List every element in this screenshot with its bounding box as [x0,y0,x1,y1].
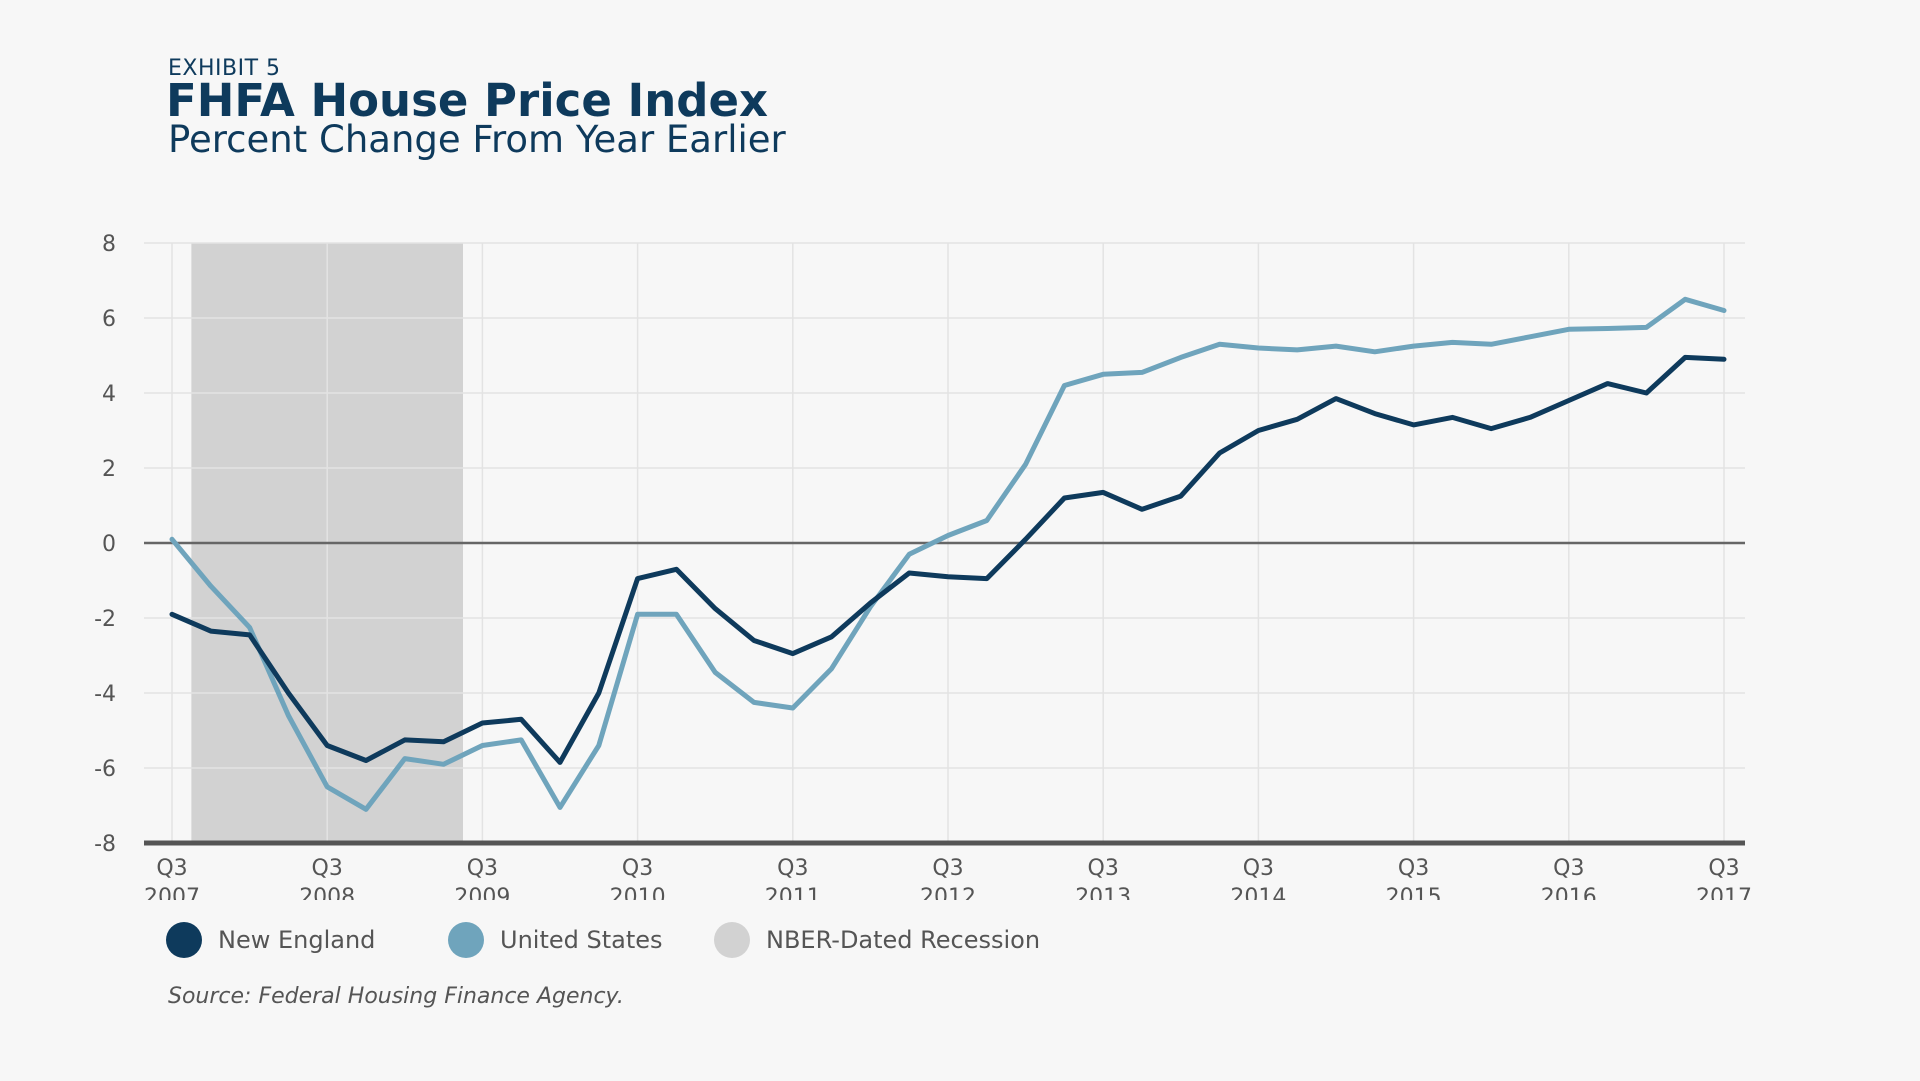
x-tick-quarter: Q3 [932,856,963,881]
x-tick-year: 2015 [1386,885,1442,900]
chart-title: FHFA House Price Index [166,74,769,127]
legend-item-united-states: United States [448,922,663,958]
x-tick-year: 2016 [1541,885,1597,900]
y-tick-label: 4 [102,382,116,407]
y-tick-label: 2 [102,457,116,482]
x-tick-quarter: Q3 [312,856,343,881]
x-tick-year: 2014 [1230,885,1286,900]
source-note: Source: Federal Housing Finance Agency. [168,984,624,1009]
y-tick-label: 6 [102,307,116,332]
x-tick-labels: Q3 2007 Q3 2008 Q3 2009 Q3 2010 Q3 2011 Q3 2012 Q3 20… [144,856,1752,900]
x-tick-quarter: Q3 [777,856,808,881]
legend-swatch-united-states [448,922,484,958]
series-line-new-england [169,354,1727,765]
exhibit-label: EXHIBIT 5 [168,56,281,81]
x-tick-year: 2013 [1075,885,1131,900]
y-tick-label: -4 [94,682,116,707]
x-tick-year: 2012 [920,885,976,900]
x-tick-quarter: Q3 [1708,856,1739,881]
x-tick-year: 2007 [144,885,200,900]
x-tick-quarter: Q3 [467,856,498,881]
x-tick-quarter: Q3 [156,856,187,881]
legend-item-new-england: New England [166,922,375,958]
x-tick-quarter: Q3 [1553,856,1584,881]
legend-item-recession: NBER-Dated Recession [714,922,1040,958]
series-layer [169,296,1727,812]
y-tick-label: -8 [94,832,116,857]
axis-layer [144,541,1745,846]
y-tick-label: 8 [102,232,116,257]
x-tick-year: 2011 [765,885,821,900]
x-tick-year: 2008 [299,885,355,900]
x-tick-year: 2009 [454,885,510,900]
series-line-united-states [169,296,1727,812]
legend-label-recession: NBER-Dated Recession [766,926,1041,954]
y-tick-label: -2 [94,607,116,632]
legend-label-united-states: United States [500,926,663,954]
x-tick-quarter: Q3 [1398,856,1429,881]
x-tick-quarter: Q3 [1243,856,1274,881]
legend-swatch-recession [714,922,750,958]
x-tick-quarter: Q3 [1088,856,1119,881]
y-tick-label: -6 [94,757,116,782]
legend-swatch-new-england [166,922,202,958]
chart-subtitle: Percent Change From Year Earlier [168,118,786,161]
legend-label-new-england: New England [218,926,376,954]
x-tick-year: 2017 [1696,885,1752,900]
x-tick-quarter: Q3 [622,856,653,881]
x-tick-year: 2010 [610,885,666,900]
y-tick-labels: 8 6 4 2 0 -2 -4 -6 -8 [94,232,116,857]
y-tick-label: 0 [102,532,116,557]
